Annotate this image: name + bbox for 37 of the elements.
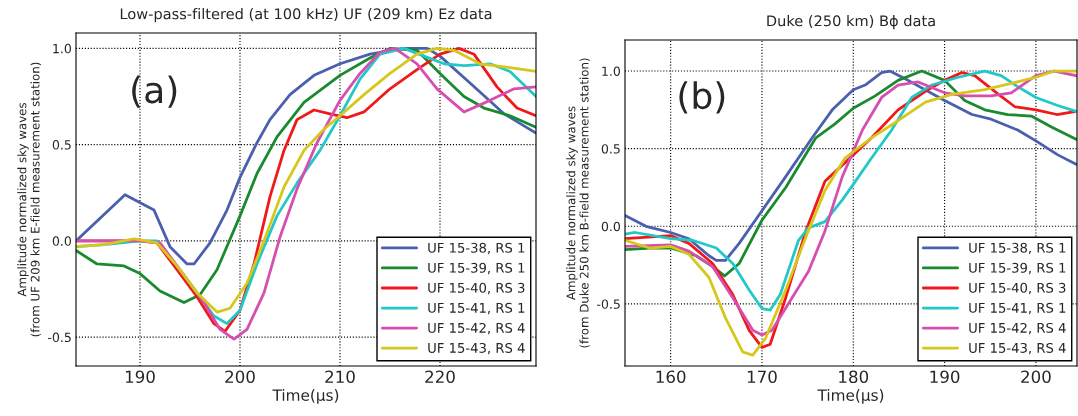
- x-tick-label: 220: [425, 370, 455, 384]
- x-tick-label: 170: [747, 370, 777, 384]
- annotation: (b): [679, 81, 725, 114]
- y-tick-label: 0.5: [601, 144, 620, 154]
- legend-label: UF 15-42, RS 4: [428, 322, 525, 335]
- x-tick-label: 160: [656, 370, 686, 384]
- x-tick-label: 210: [325, 370, 355, 384]
- x-tick-label: 200: [225, 370, 255, 384]
- y-tick-label: 0.5: [52, 140, 71, 150]
- legend-label: UF 15-43, RS 4: [428, 342, 525, 355]
- x-axis-title: Time(µs): [817, 389, 884, 404]
- chart-title: Duke (250 km) Bϕ data: [767, 15, 935, 30]
- legend-label: UF 15-43, RS 4: [969, 342, 1066, 355]
- y-tick-label: 0.0: [52, 236, 71, 246]
- y-tick-label: 1.0: [602, 66, 620, 76]
- legend-label: UF 15-39, RS 1: [969, 262, 1066, 275]
- legend-label: UF 15-38, RS 1: [428, 242, 525, 255]
- x-tick-label: 190: [930, 370, 960, 384]
- annotation: (a): [132, 75, 177, 108]
- chart-title: Low-pass-filtered (at 100 kHz) UF (209 km) Ez data: [120, 8, 492, 23]
- x-axis-title: Time(µs): [272, 389, 339, 404]
- y-tick-label: 1.0: [53, 43, 71, 54]
- y-axis-title: Amplitude normalized sky waves (from Duke 250 km B-field measurement station): [566, 58, 590, 348]
- y-axis-title: Amplitude normalized sky waves (from UF 209 km E-field measurement station): [17, 62, 41, 337]
- legend-label: UF 15-42, RS 4: [969, 322, 1066, 335]
- legend-label: UF 15-39, RS 1: [428, 262, 525, 275]
- x-tick-label: 180: [839, 370, 869, 384]
- x-tick-label: 190: [125, 370, 155, 384]
- x-tick-label: 200: [1021, 370, 1051, 384]
- y-tick-label: -0.5: [597, 299, 620, 309]
- y-tick-label: -0.5: [48, 332, 71, 343]
- legend-label: UF 15-41, RS 1: [428, 302, 525, 315]
- y-tick-label: 0.0: [601, 221, 620, 232]
- legend-label: UF 15-40, RS 3: [969, 282, 1066, 295]
- legend-label: UF 15-40, RS 3: [428, 282, 525, 295]
- legend-label: UF 15-41, RS 1: [969, 302, 1066, 315]
- legend-label: UF 15-38, RS 1: [969, 242, 1066, 255]
